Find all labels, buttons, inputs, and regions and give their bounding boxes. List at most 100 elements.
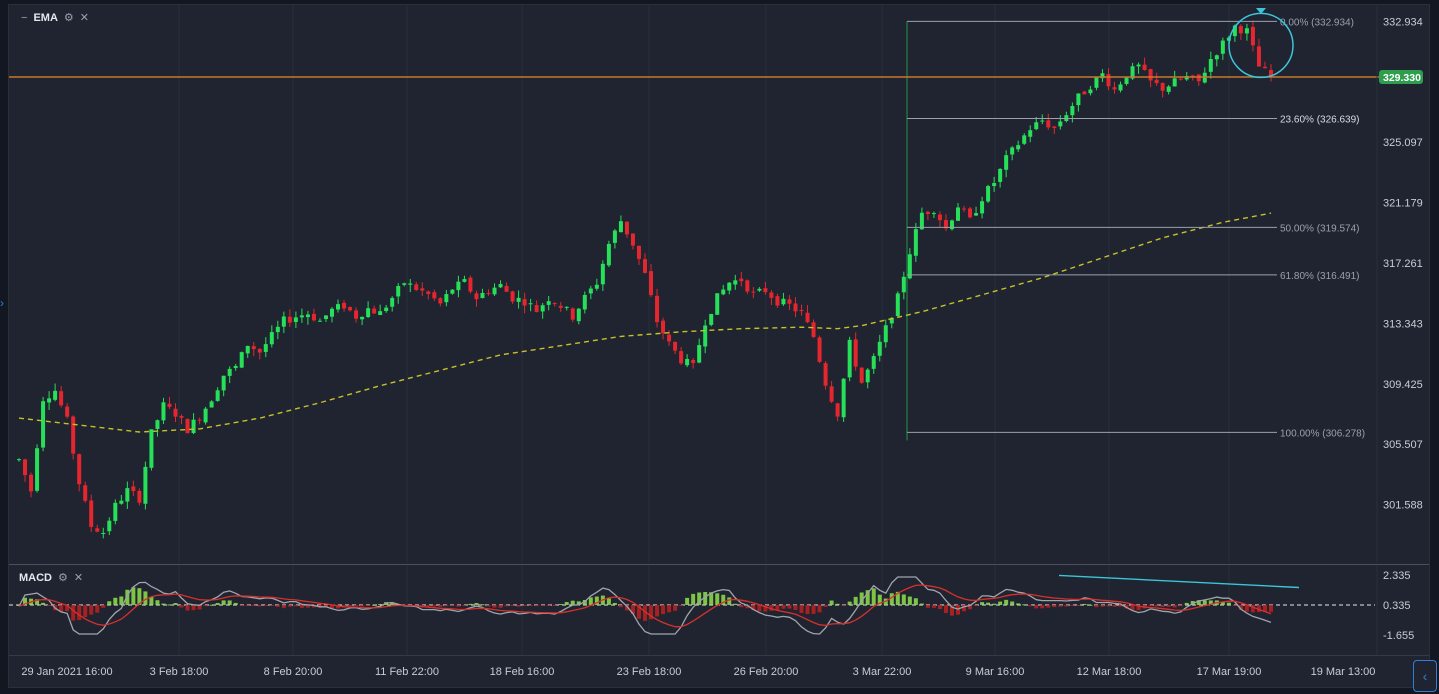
macd-histogram-bar xyxy=(588,597,593,605)
macd-histogram-bar xyxy=(895,591,900,605)
macd-histogram-bar xyxy=(426,604,431,607)
candle-down xyxy=(1154,79,1159,84)
gear-icon[interactable]: ⚙ xyxy=(58,572,68,584)
price-chart[interactable]: 0.00% (332.934) 23.60% (326.639) 50.00% (3… xyxy=(9,5,1430,563)
macd-histogram-bar xyxy=(661,604,666,615)
macd-histogram-bar xyxy=(733,603,738,605)
candle-up xyxy=(986,186,991,202)
candle-up xyxy=(1118,84,1123,91)
macd-histogram-bar xyxy=(360,604,365,607)
candle-up xyxy=(919,212,924,230)
macd-histogram-bar xyxy=(1196,600,1201,605)
time-axis[interactable]: 29 Jan 2021 16:00 3 Feb 18:00 8 Feb 20:00 1… xyxy=(9,655,1430,688)
candle-up xyxy=(53,390,58,400)
candle-up xyxy=(1010,147,1015,155)
fib-level-label: 0.00% (332.934) xyxy=(1280,17,1354,28)
candle-down xyxy=(426,291,431,295)
macd-histogram-bar xyxy=(209,604,214,606)
candle-up xyxy=(492,287,497,295)
price-tick-label: 321.179 xyxy=(1383,198,1423,210)
candle-up xyxy=(402,283,407,285)
candle-up xyxy=(709,313,714,325)
macd-histogram-bar xyxy=(540,604,545,606)
macd-histogram-bar xyxy=(1076,604,1081,606)
candle-down xyxy=(859,367,864,383)
candle-down xyxy=(77,454,82,485)
candle-up xyxy=(323,315,328,319)
macd-histogram-bar xyxy=(943,604,948,614)
candle-up xyxy=(462,279,467,282)
macd-histogram-bar xyxy=(137,588,142,605)
candle-up xyxy=(1070,106,1075,116)
macd-histogram-bar xyxy=(709,592,714,605)
macd-histogram-bar xyxy=(275,604,280,607)
candle-down xyxy=(65,406,70,417)
candle-up xyxy=(1220,40,1225,54)
chart-frame[interactable]: 0.00% (332.934) 23.60% (326.639) 50.00% (3… xyxy=(8,4,1430,688)
time-tick-label: 26 Feb 20:00 xyxy=(734,666,799,678)
candle-up xyxy=(1034,122,1039,130)
macd-histogram-bar xyxy=(811,604,816,614)
macd-histogram-bar xyxy=(125,589,130,605)
candle-up xyxy=(113,502,118,521)
macd-histogram-bar xyxy=(366,604,371,606)
candle-up xyxy=(733,280,738,285)
macd-histogram-bar xyxy=(528,604,533,606)
candle-up xyxy=(889,317,894,324)
candle-up xyxy=(612,230,617,243)
macd-histogram-bar xyxy=(438,604,443,607)
candle-up xyxy=(618,221,623,233)
candle-down xyxy=(23,459,28,476)
candle-down xyxy=(570,308,575,320)
candle-down xyxy=(751,291,756,293)
candle-up xyxy=(1130,66,1135,79)
close-icon[interactable]: ✕ xyxy=(73,572,84,584)
price-tick-label: 317.261 xyxy=(1383,258,1423,270)
ema-indicator-header: − EMA ⚙ ✕ xyxy=(21,11,89,25)
macd-histogram-bar xyxy=(330,604,334,608)
pane-separator[interactable] xyxy=(9,564,1429,565)
macd-histogram-bar xyxy=(570,600,575,605)
macd-chart[interactable]: 2.335 0.335 -1.655 xyxy=(9,565,1430,655)
macd-histogram-bar xyxy=(1106,604,1111,607)
macd-histogram-bar xyxy=(781,604,786,609)
macd-histogram-bar xyxy=(83,604,88,618)
macd-histogram-bar xyxy=(799,604,804,613)
macd-histogram-bar xyxy=(239,604,244,606)
macd-histogram-bar xyxy=(462,604,467,606)
macd-histogram-bar xyxy=(667,604,672,613)
candle-up xyxy=(245,345,250,354)
macd-histogram-bar xyxy=(287,604,292,607)
candle-down xyxy=(636,245,641,259)
gear-icon[interactable]: ⚙ xyxy=(63,12,74,24)
candle-up xyxy=(203,408,208,423)
candle-up xyxy=(317,320,322,322)
candle-down xyxy=(179,416,184,418)
candle-up xyxy=(378,311,383,315)
macd-histogram-bar xyxy=(77,604,82,621)
macd-histogram-bar xyxy=(245,604,250,606)
macd-histogram-bar xyxy=(65,604,70,612)
macd-histogram-bar xyxy=(203,604,208,607)
chevron-left-icon[interactable]: ‹ xyxy=(1413,660,1437,692)
candle-up xyxy=(1244,28,1249,34)
candle-up xyxy=(841,378,846,418)
macd-histogram-bar xyxy=(119,596,124,605)
candle-down xyxy=(1256,46,1261,67)
chevron-right-icon[interactable]: › xyxy=(0,296,4,310)
macd-histogram-bar xyxy=(630,604,635,615)
macd-histogram-bar xyxy=(444,604,449,606)
close-icon[interactable]: ✕ xyxy=(79,12,89,24)
macd-histogram-bar xyxy=(787,604,792,609)
macd-histogram-bar xyxy=(293,604,298,607)
candle-down xyxy=(763,288,768,293)
candle-down xyxy=(95,528,100,532)
candle-down xyxy=(372,308,377,314)
candle-up xyxy=(1028,130,1033,137)
price-tick-label: 325.097 xyxy=(1383,137,1423,149)
macd-histogram-bar xyxy=(564,602,569,605)
macd-histogram-bar xyxy=(179,604,184,608)
macd-histogram-bar xyxy=(534,604,539,607)
collapse-icon[interactable]: − xyxy=(21,11,28,24)
candle-up xyxy=(119,500,124,504)
